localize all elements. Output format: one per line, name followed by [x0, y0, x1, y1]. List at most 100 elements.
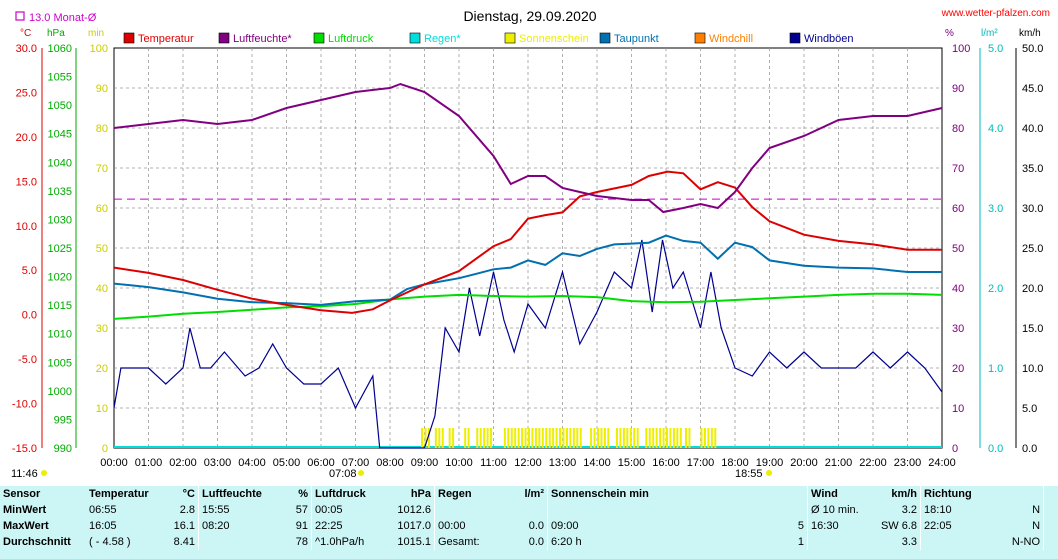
site-link[interactable]: www.wetter-pfalzen.com: [941, 8, 1050, 19]
sunshine-bar: [714, 428, 717, 448]
sunshine-bar: [452, 428, 455, 448]
unit-min: min: [88, 28, 104, 39]
tick-label-wind_kmh: 35.0: [1022, 163, 1043, 175]
hdr-dir: Richtung: [920, 486, 988, 502]
tick-label-temperature_c: -15.0: [12, 443, 37, 455]
sunshine-bar: [576, 428, 579, 448]
cell: 1012.6: [397, 504, 431, 516]
x-tick-label: 10:00: [445, 457, 473, 469]
cell: [807, 534, 875, 550]
tick-label-wind_kmh: 40.0: [1022, 123, 1043, 135]
sunshine-bar: [531, 428, 534, 448]
hdr-sensor: Sensor: [3, 488, 41, 500]
unit-hpa: hPa: [47, 28, 65, 39]
sunshine-bar: [479, 428, 482, 448]
legend-swatch: [409, 32, 421, 44]
series-line-luftdruck: [113, 292, 943, 320]
cell: 16.1: [173, 520, 195, 532]
now-time: 11:46: [11, 468, 38, 480]
tick-label-wind_kmh: 0.0: [1022, 443, 1037, 455]
tick-label-pressure_hpa: 1035: [48, 186, 72, 198]
cell: [741, 502, 807, 518]
legend-swatch: [599, 32, 611, 44]
tick-label-wind_kmh: 30.0: [1022, 203, 1043, 215]
x-tick-label: 13:00: [549, 457, 577, 469]
sunshine-bar: [603, 428, 606, 448]
hdr-wind-unit: km/h: [891, 488, 918, 500]
cell: 1: [797, 536, 805, 548]
cell: 09:00: [547, 518, 742, 534]
tick-label-sunshine_min: 50: [96, 243, 108, 255]
tick-label-rain_lm2: 3.0: [988, 203, 1003, 215]
table-row: MaxWert 16:05 16.1 08:20 91 22:25 1017.0…: [0, 518, 1058, 534]
sunshine-bar: [672, 428, 675, 448]
sunshine-bar: [679, 428, 682, 448]
sunrise-marker-icon: [358, 470, 364, 476]
cell: 0.0: [528, 520, 544, 532]
unit-percent: %: [945, 28, 954, 39]
sunshine-bar: [524, 428, 527, 448]
cell: 16:05: [89, 520, 117, 532]
sunshine-bar: [622, 428, 625, 448]
sunrise-time: 07:08: [329, 468, 357, 480]
tick-label-pressure_hpa: 990: [54, 443, 72, 455]
cell: 2.8: [179, 504, 195, 516]
cell: N: [1032, 520, 1041, 532]
axis-labels: 30.0 25.0 20.0 15.0 10.0 5.0 0.0 -5.0 -10.0 -15.0…: [12, 43, 1044, 469]
sunshine-bar: [448, 428, 451, 448]
tick-label-humidity_pct: 80: [952, 123, 964, 135]
sunshine-bar: [434, 428, 437, 448]
tick-label-sunshine_min: 0: [102, 443, 108, 455]
x-tick-label: 06:00: [307, 457, 335, 469]
row-label: MaxWert: [3, 520, 49, 532]
tick-label-pressure_hpa: 1000: [48, 386, 72, 398]
tick-label-temperature_c: -10.0: [12, 399, 37, 411]
tick-label-temperature_c: 0.0: [22, 310, 37, 322]
legend-swatch: [313, 32, 325, 44]
x-tick-label: 24:00: [928, 457, 956, 469]
tick-label-sunshine_min: 30: [96, 323, 108, 335]
sunshine-bar: [607, 428, 610, 448]
cell: 5: [797, 520, 805, 532]
unit-kmh: km/h: [1019, 28, 1041, 39]
sunshine-bar: [648, 428, 651, 448]
x-tick-label: 09:00: [411, 457, 439, 469]
x-tick-label: 05:00: [273, 457, 301, 469]
sunshine-bar: [572, 428, 575, 448]
tick-label-pressure_hpa: 1025: [48, 243, 72, 255]
chart-title: Dienstag, 29.09.2020: [463, 8, 596, 24]
sunshine-bar: [510, 428, 513, 448]
month-avg-icon: [15, 11, 25, 21]
tick-label-humidity_pct: 70: [952, 163, 964, 175]
tick-label-temperature_c: 10.0: [16, 221, 37, 233]
sunshine-bar: [636, 428, 639, 448]
cell: 78: [295, 536, 308, 548]
sunshine-bar: [548, 428, 551, 448]
sunshine-bar: [562, 428, 565, 448]
sunshine-bar: [700, 428, 703, 448]
x-tick-label: 02:00: [169, 457, 197, 469]
x-tick-label: 23:00: [894, 457, 922, 469]
sunshine-bar: [538, 428, 541, 448]
cell: SW 6.8: [880, 520, 918, 532]
legend-swatch: [789, 32, 801, 44]
legend-swatch: [504, 32, 516, 44]
sunshine-bar: [507, 428, 510, 448]
tick-label-humidity_pct: 60: [952, 203, 964, 215]
x-tick-label: 14:00: [583, 457, 611, 469]
cell: ( - 4.58 ): [89, 536, 131, 548]
hdr-sun: Sonnenschein min: [546, 486, 808, 502]
tick-label-pressure_hpa: 1010: [48, 329, 72, 341]
legend-swatch: [694, 32, 706, 44]
tick-label-rain_lm2: 2.0: [988, 283, 1003, 295]
tick-label-rain_lm2: 1.0: [988, 363, 1003, 375]
sunshine-bar: [503, 428, 506, 448]
unit-celsius: °C: [20, 28, 31, 39]
sunshine-bar: [486, 428, 489, 448]
x-tick-label: 19:00: [756, 457, 784, 469]
tick-label-temperature_c: 5.0: [22, 265, 37, 277]
tick-label-pressure_hpa: 1015: [48, 300, 72, 312]
cell: 22:25: [311, 518, 388, 534]
cell: 3.3: [901, 536, 918, 548]
stats-table: Sensor Temperatur °C Luftfeuchte % Luftd…: [0, 486, 1058, 559]
